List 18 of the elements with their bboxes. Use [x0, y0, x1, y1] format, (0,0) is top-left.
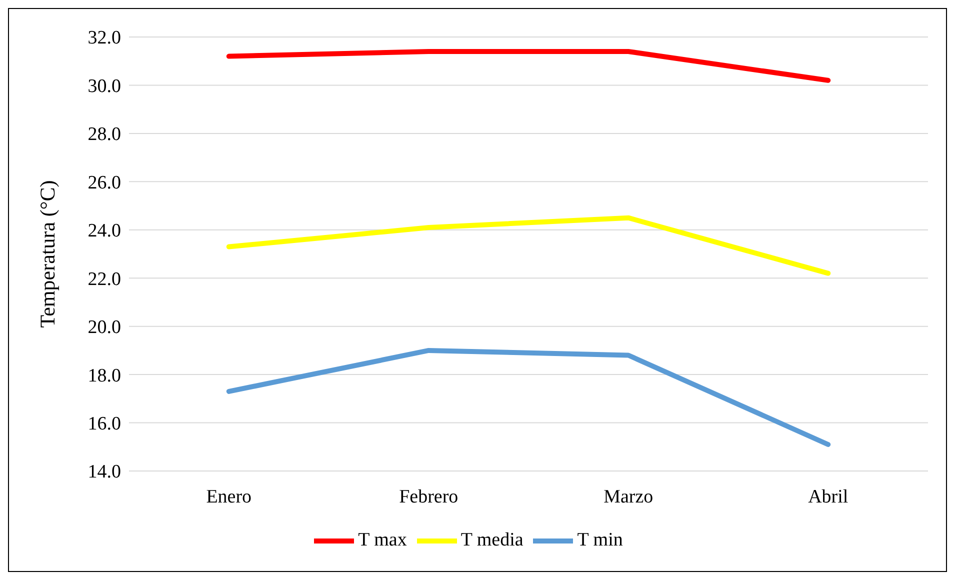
y-tick-label: 20.0: [88, 317, 121, 338]
y-tick-label: 28.0: [88, 124, 121, 146]
legend-label: T max: [358, 529, 407, 550]
legend-label: T min: [577, 529, 623, 550]
x-tick-label: Enero: [206, 486, 252, 508]
y-tick-label: 26.0: [88, 172, 121, 194]
y-tick-label: 18.0: [88, 365, 121, 386]
x-tick-label: Marzo: [604, 486, 654, 508]
y-tick-label: 30.0: [88, 76, 121, 97]
x-tick-label: Febrero: [399, 486, 458, 508]
y-tick-label: 22.0: [88, 268, 121, 290]
legend-label: T media: [460, 529, 524, 550]
y-tick-label: 14.0: [88, 462, 121, 483]
x-tick-label: Abril: [808, 486, 848, 508]
y-tick-label: 24.0: [88, 220, 121, 242]
y-tick-label: 32.0: [88, 28, 121, 49]
y-axis-title: Temperatura (°C): [35, 180, 60, 328]
y-tick-label: 16.0: [88, 414, 121, 435]
